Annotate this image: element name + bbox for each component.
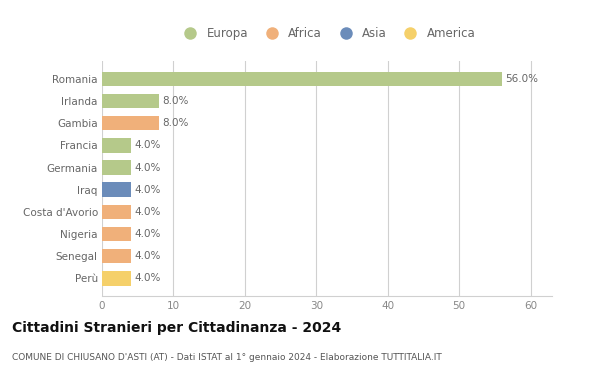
Bar	[102, 182, 131, 197]
Bar	[102, 205, 131, 219]
Text: Cittadini Stranieri per Cittadinanza - 2024: Cittadini Stranieri per Cittadinanza - 2…	[12, 321, 341, 335]
Legend: Europa, Africa, Asia, America: Europa, Africa, Asia, America	[176, 24, 478, 42]
Bar	[102, 160, 131, 175]
Bar	[102, 138, 131, 152]
Text: 56.0%: 56.0%	[506, 74, 539, 84]
Text: 4.0%: 4.0%	[134, 163, 161, 173]
Bar	[102, 71, 502, 86]
Text: 8.0%: 8.0%	[163, 96, 189, 106]
Bar	[102, 116, 159, 130]
Text: 4.0%: 4.0%	[134, 251, 161, 261]
Bar	[102, 94, 159, 108]
Bar	[102, 249, 131, 263]
Text: 4.0%: 4.0%	[134, 207, 161, 217]
Text: 4.0%: 4.0%	[134, 274, 161, 283]
Bar	[102, 227, 131, 241]
Text: 4.0%: 4.0%	[134, 185, 161, 195]
Text: 4.0%: 4.0%	[134, 140, 161, 150]
Bar	[102, 271, 131, 286]
Text: 8.0%: 8.0%	[163, 118, 189, 128]
Text: COMUNE DI CHIUSANO D'ASTI (AT) - Dati ISTAT al 1° gennaio 2024 - Elaborazione TU: COMUNE DI CHIUSANO D'ASTI (AT) - Dati IS…	[12, 353, 442, 363]
Text: 4.0%: 4.0%	[134, 229, 161, 239]
